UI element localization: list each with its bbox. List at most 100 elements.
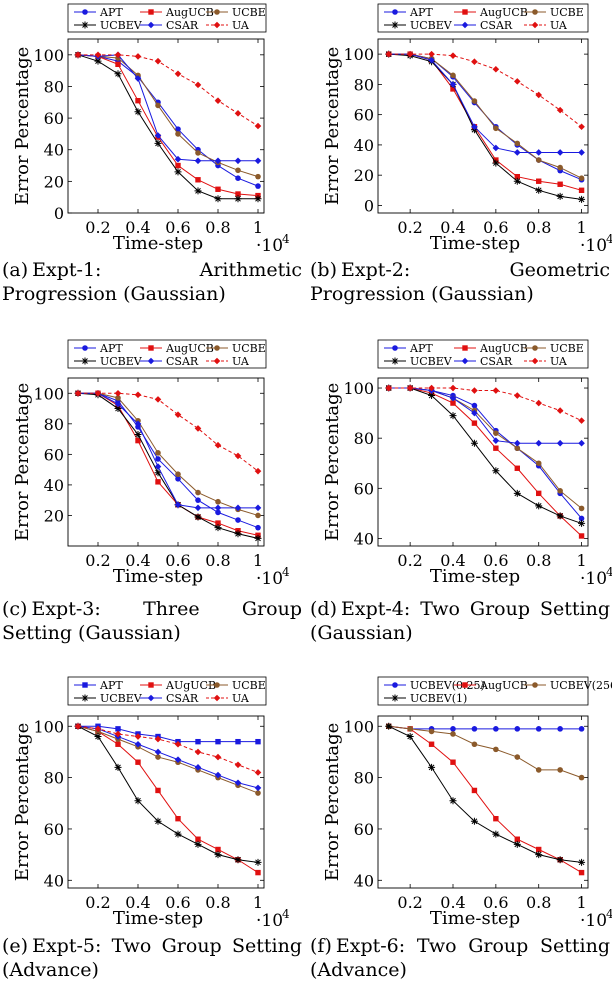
series-line [77,725,259,863]
series-line [78,392,259,472]
y-tick-label: 20 [44,172,64,191]
data-point [578,187,585,194]
data-point [215,498,221,505]
series-UA [74,389,262,475]
data-point [493,430,499,436]
data-point [134,75,142,82]
y-tick-label: 40 [354,136,374,155]
legend-marker [81,357,89,365]
legend-label: UCBEV(256) [550,679,612,692]
x-multiplier-exponent: 4 [606,907,612,921]
data-point [135,97,141,104]
data-point [234,110,242,117]
y-tick-label: 40 [44,476,64,495]
data-point [214,524,222,532]
data-point [578,417,585,424]
data-point [406,733,414,741]
data-point [194,157,202,165]
data-point [578,439,585,447]
data-point [155,754,161,760]
series-line [388,53,582,128]
data-point [471,787,478,794]
series-line [77,725,259,773]
series-UCBEV(0.25) [385,723,585,732]
x-tick-label: 0.4 [440,893,465,912]
series-UCBE [385,51,585,181]
series-CSAR [385,50,585,156]
data-point [254,858,262,866]
data-point [94,389,102,397]
data-point [234,856,242,864]
data-point [449,797,457,805]
data-point [255,738,261,745]
data-point [428,384,435,392]
data-point [449,394,457,402]
data-point [174,168,182,176]
series-line [78,392,259,516]
data-point [514,173,520,180]
data-point [428,763,436,771]
series-CSAR [74,51,262,165]
legend-marker [462,345,468,351]
y-tick-label: 40 [44,141,64,160]
legend-box [377,3,589,33]
series-line [388,53,582,181]
y-tick-label: 80 [354,429,374,448]
data-point [254,784,262,792]
y-tick-label: 100 [33,46,64,65]
x-multiplier-exponent: 4 [282,565,290,579]
data-point [255,524,261,531]
data-point [234,779,242,787]
y-tick-label: 60 [44,445,64,464]
data-point [194,187,202,195]
data-point [556,439,564,447]
legend-label: UCBE [232,6,266,19]
series-UCBEV [74,722,262,866]
data-point [557,164,563,171]
series-UCBEV(1) [385,722,586,866]
data-point [492,144,500,152]
series-line [78,725,258,743]
data-point [154,735,162,743]
legend-marker [148,9,154,15]
legend-label: CSAR [480,355,513,368]
legend-box [67,3,267,33]
data-point [134,740,142,748]
x-multiplier: ·10 [256,911,283,931]
x-axis-label: Time-step [430,908,520,929]
data-point [114,389,122,397]
data-point [135,759,141,765]
caption-b: (b) Expt-2: Geometric Progression (Gaussi… [310,258,610,306]
data-point [214,771,222,779]
data-point [428,50,435,58]
caption-label: (d) [310,598,337,620]
legend-label: AugUCB [479,679,528,692]
data-point [450,72,456,79]
y-tick-label: 60 [354,820,374,839]
x-multiplier-exponent: 4 [282,232,290,246]
data-point [471,741,478,748]
data-point [578,123,585,131]
data-point [254,534,262,542]
data-point [254,467,262,475]
x-tick-label: 1 [576,218,586,237]
data-point [174,830,182,838]
y-tick-label: 80 [354,769,374,788]
data-point [493,726,499,732]
data-point [215,520,221,526]
data-point [154,469,162,477]
data-point [254,504,262,512]
legend: APT AUgUCB UCBE UCBEV CSAR UA [67,676,267,706]
legend-marker [392,345,398,351]
caption-text: Expt-5: Two Group Setting (Advance) [2,935,302,981]
series-line [77,725,259,874]
data-point [471,58,478,65]
y-tick-label: 100 [343,379,374,398]
y-axis-label: Error Percentage [12,383,33,542]
data-point [450,759,456,765]
data-point [194,513,202,521]
caption-text: Expt-6: Two Group Setting (Advance) [310,935,610,981]
data-point [406,50,414,58]
x-tick-label: 0.6 [483,218,508,237]
data-point [215,509,221,516]
